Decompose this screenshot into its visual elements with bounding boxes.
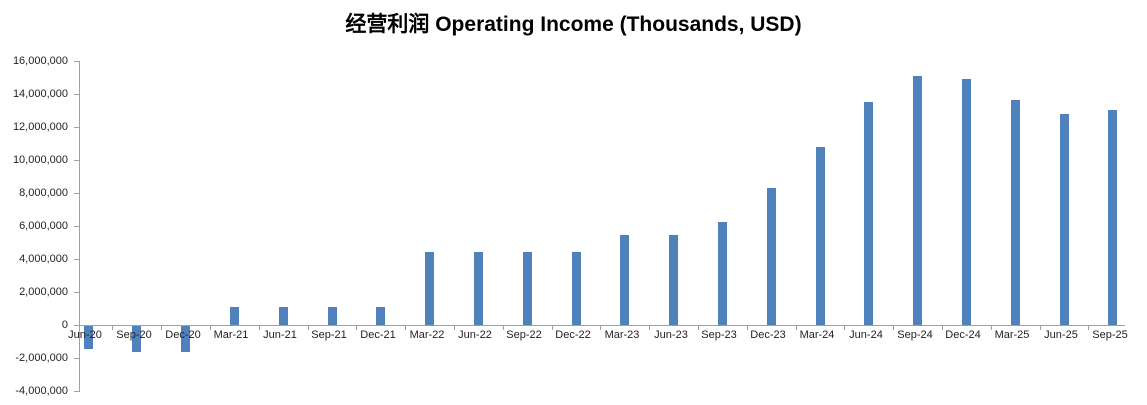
x-axis-tick <box>161 325 162 330</box>
x-axis-label-dec-23: Dec-23 <box>750 329 786 341</box>
y-axis-label: 4,000,000 <box>19 253 68 265</box>
bar-mar-22 <box>425 252 434 325</box>
y-axis-label: 14,000,000 <box>12 88 68 100</box>
x-axis-label-jun-23: Jun-23 <box>654 329 688 341</box>
y-axis-tick <box>74 127 79 128</box>
bar-jun-24 <box>864 102 873 325</box>
x-axis-tick <box>942 325 943 330</box>
x-axis-tick <box>308 325 309 330</box>
x-axis-label-dec-20: Dec-20 <box>165 329 201 341</box>
y-axis-label: -4,000,000 <box>15 385 68 397</box>
x-axis-label-sep-25: Sep-25 <box>1092 329 1128 341</box>
bar-jun-22 <box>474 252 483 325</box>
y-axis-label: 10,000,000 <box>12 154 68 166</box>
x-axis-tick <box>698 325 699 330</box>
x-axis-label-dec-21: Dec-21 <box>360 329 396 341</box>
y-axis-tick <box>74 94 79 95</box>
x-axis-tick <box>405 325 406 330</box>
bar-jun-20 <box>84 326 93 349</box>
y-axis-tick <box>74 391 79 392</box>
bar-jun-25 <box>1060 114 1069 325</box>
bar-dec-24 <box>962 79 971 325</box>
x-axis-tick <box>991 325 992 330</box>
bar-dec-21 <box>376 307 385 325</box>
x-axis-label-jun-21: Jun-21 <box>263 329 297 341</box>
x-axis-label-jun-20: Jun-20 <box>68 329 102 341</box>
y-axis-tick <box>74 358 79 359</box>
bar-dec-23 <box>767 188 776 325</box>
y-axis-tick <box>74 193 79 194</box>
x-axis-label-sep-24: Sep-24 <box>897 329 933 341</box>
x-axis-label-mar-24: Mar-24 <box>799 329 835 341</box>
bar-dec-22 <box>572 252 581 325</box>
y-axis-label: 8,000,000 <box>19 187 68 199</box>
bar-sep-21 <box>328 307 337 325</box>
y-axis-line <box>79 61 80 392</box>
x-axis-tick <box>893 325 894 330</box>
x-axis-tick <box>210 325 211 330</box>
x-axis-tick <box>796 325 797 330</box>
x-axis-label-mar-23: Mar-23 <box>604 329 640 341</box>
y-axis-tick <box>74 160 79 161</box>
x-axis-label-jun-24: Jun-24 <box>849 329 883 341</box>
bar-mar-21 <box>230 307 239 325</box>
bar-jun-21 <box>279 307 288 325</box>
bar-sep-25 <box>1108 110 1117 325</box>
x-axis-label-sep-21: Sep-21 <box>311 329 347 341</box>
x-axis-tick <box>552 325 553 330</box>
x-axis-label-jun-22: Jun-22 <box>458 329 492 341</box>
y-axis-tick <box>74 259 79 260</box>
bar-mar-23 <box>620 235 629 325</box>
x-axis-tick <box>356 325 357 330</box>
y-axis-tick <box>74 226 79 227</box>
x-axis-label-mar-22: Mar-22 <box>409 329 445 341</box>
x-axis-tick <box>600 325 601 330</box>
x-axis-label-mar-21: Mar-21 <box>213 329 249 341</box>
x-axis-label-dec-24: Dec-24 <box>945 329 981 341</box>
x-axis-label-mar-25: Mar-25 <box>994 329 1030 341</box>
x-axis-tick <box>259 325 260 330</box>
y-axis-tick <box>74 292 79 293</box>
y-axis-tick <box>74 61 79 62</box>
bar-mar-25 <box>1011 100 1020 325</box>
y-axis-label: -2,000,000 <box>15 352 68 364</box>
x-axis-label-dec-22: Dec-22 <box>555 329 591 341</box>
x-axis-tick <box>1088 325 1089 330</box>
y-axis-label: 0 <box>61 319 68 331</box>
bar-sep-20 <box>132 326 141 352</box>
x-axis-label-sep-20: Sep-20 <box>116 329 152 341</box>
x-axis-line <box>79 325 1125 326</box>
x-axis-label-jun-25: Jun-25 <box>1044 329 1078 341</box>
chart-title: 经营利润 Operating Income (Thousands, USD) <box>345 13 802 36</box>
bar-mar-24 <box>816 147 825 325</box>
bar-sep-22 <box>523 252 532 325</box>
x-axis-label-sep-22: Sep-22 <box>506 329 542 341</box>
x-axis-tick <box>649 325 650 330</box>
x-axis-label-sep-23: Sep-23 <box>701 329 737 341</box>
x-axis-tick <box>112 325 113 330</box>
y-axis-tick <box>74 325 79 326</box>
y-axis-label: 12,000,000 <box>12 121 68 133</box>
x-axis-tick <box>844 325 845 330</box>
x-axis-tick <box>503 325 504 330</box>
bar-dec-20 <box>181 326 190 352</box>
y-axis-label: 2,000,000 <box>19 286 68 298</box>
bar-jun-23 <box>669 235 678 325</box>
y-axis-label: 16,000,000 <box>12 55 68 67</box>
bar-sep-24 <box>913 76 922 325</box>
x-axis-tick <box>1040 325 1041 330</box>
x-axis-tick <box>747 325 748 330</box>
x-axis-tick <box>454 325 455 330</box>
bar-sep-23 <box>718 222 727 325</box>
y-axis-label: 6,000,000 <box>19 220 68 232</box>
